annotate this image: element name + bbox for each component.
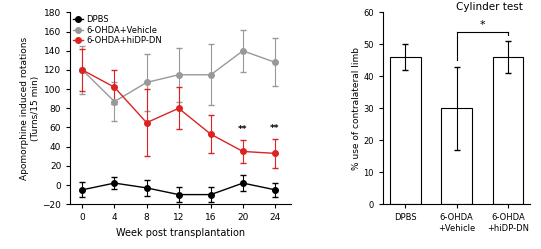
Text: **: **: [238, 125, 248, 134]
Legend: DPBS, 6-OHDA+Vehicle, 6-OHDA+hiDP-DN: DPBS, 6-OHDA+Vehicle, 6-OHDA+hiDP-DN: [72, 14, 163, 46]
Bar: [390, 57, 420, 204]
Text: Cylinder test: Cylinder test: [456, 2, 523, 12]
Bar: [441, 108, 472, 204]
Text: **: **: [270, 124, 280, 133]
Bar: [493, 57, 524, 204]
Y-axis label: % use of contralateral limb: % use of contralateral limb: [352, 47, 361, 170]
Text: *: *: [479, 20, 485, 30]
Y-axis label: Apomorphine induced rotations
(Turns/15 min): Apomorphine induced rotations (Turns/15 …: [20, 37, 39, 180]
X-axis label: Week post transplantation: Week post transplantation: [116, 228, 245, 238]
